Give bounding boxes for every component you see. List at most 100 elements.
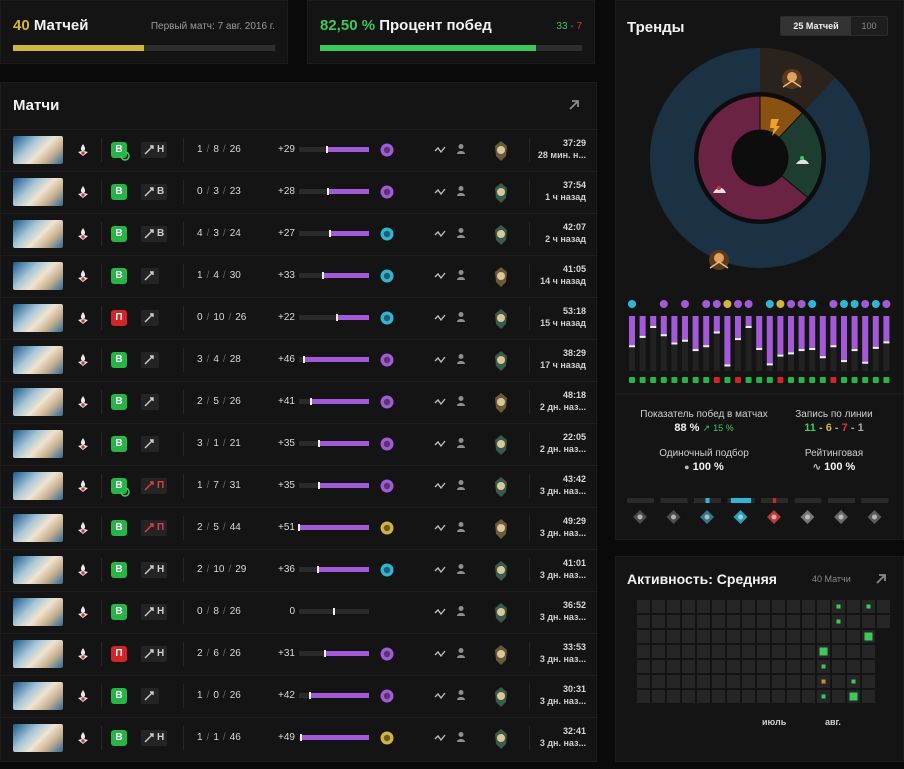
open-matches-arrow-icon[interactable] (568, 99, 580, 111)
activity-day-cell[interactable] (802, 600, 815, 613)
range-option-25[interactable]: 25 Матчей (781, 17, 851, 35)
hero-portrait[interactable] (13, 472, 63, 500)
activity-day-cell[interactable] (772, 615, 785, 628)
activity-day-cell[interactable] (787, 600, 800, 613)
hero-portrait[interactable] (13, 178, 63, 206)
activity-day-cell[interactable] (757, 615, 770, 628)
activity-day-cell[interactable] (877, 600, 890, 613)
match-row[interactable]: В 3/1/21 +35 22:05 2 дн. наз... (1, 423, 598, 465)
trend-bar[interactable] (639, 316, 646, 337)
activity-day-cell[interactable] (727, 675, 740, 688)
trend-bar[interactable] (809, 316, 816, 349)
activity-day-cell[interactable] (832, 630, 845, 643)
trend-bar[interactable] (841, 316, 847, 362)
item-icon[interactable] (489, 307, 513, 331)
activity-day-cell[interactable] (802, 630, 815, 643)
trend-bar[interactable] (671, 316, 678, 344)
activity-day-cell[interactable] (772, 675, 785, 688)
activity-day-cell[interactable] (637, 630, 650, 643)
item-icon[interactable] (489, 601, 513, 625)
match-row[interactable]: В П 2/5/44 +51 49:29 3 дн. наз... (1, 507, 598, 549)
activity-day-cell[interactable] (667, 630, 680, 643)
trend-bar[interactable] (682, 316, 688, 341)
activity-day-cell[interactable] (697, 630, 710, 643)
activity-day-cell[interactable] (667, 645, 680, 658)
activity-day-cell[interactable] (667, 660, 680, 673)
activity-day-cell[interactable] (712, 630, 725, 643)
activity-day-cell[interactable] (757, 675, 770, 688)
item-icon[interactable] (489, 433, 513, 457)
activity-day-cell[interactable] (637, 600, 650, 613)
activity-day-cell[interactable] (712, 690, 725, 703)
item-icon[interactable] (489, 643, 513, 667)
activity-day-cell[interactable] (787, 645, 800, 658)
activity-day-cell[interactable] (682, 690, 695, 703)
trend-bar[interactable] (798, 316, 805, 351)
activity-day-cell[interactable] (742, 660, 755, 673)
hero-portrait[interactable] (13, 430, 63, 458)
activity-day-cell[interactable] (787, 615, 800, 628)
activity-day-cell[interactable] (697, 660, 710, 673)
item-icon[interactable] (489, 517, 513, 541)
hero-portrait[interactable] (13, 220, 63, 248)
match-row[interactable]: В 1/0/26 +42 30:31 3 дн. наз... (1, 675, 598, 717)
trend-bar[interactable] (777, 316, 784, 356)
activity-day-cell[interactable] (652, 600, 665, 613)
hero-portrait[interactable] (13, 598, 63, 626)
item-icon[interactable] (489, 685, 513, 709)
activity-day-cell[interactable] (712, 645, 725, 658)
match-row[interactable]: В 3/4/28 +46 38:29 17 ч назад (1, 339, 598, 381)
item-icon[interactable] (489, 223, 513, 247)
trend-bar[interactable] (830, 316, 837, 347)
item-icon[interactable] (489, 391, 513, 415)
activity-day-cell[interactable] (862, 675, 875, 688)
range-option-100[interactable]: 100 (861, 21, 877, 31)
activity-day-cell[interactable] (742, 675, 755, 688)
activity-day-cell[interactable] (817, 630, 830, 643)
item-icon[interactable] (489, 559, 513, 583)
activity-day-cell[interactable] (637, 690, 650, 703)
activity-day-cell[interactable] (652, 630, 665, 643)
activity-day-cell[interactable] (697, 675, 710, 688)
activity-day-cell[interactable] (817, 615, 830, 628)
hero-portrait[interactable] (13, 304, 63, 332)
trend-bar[interactable] (851, 316, 858, 351)
activity-day-cell[interactable] (637, 615, 650, 628)
trend-bar[interactable] (692, 316, 699, 351)
match-row[interactable]: В П 1/7/31 +35 43:42 3 дн. наз... (1, 465, 598, 507)
match-row[interactable]: В Н 2/10/29 +36 41:01 3 дн. наз... (1, 549, 598, 591)
activity-day-cell[interactable] (787, 660, 800, 673)
activity-day-cell[interactable] (712, 600, 725, 613)
activity-day-cell[interactable] (832, 660, 845, 673)
activity-day-cell[interactable] (772, 600, 785, 613)
activity-day-cell[interactable] (652, 660, 665, 673)
trend-bar[interactable] (724, 316, 731, 366)
trend-bar[interactable] (703, 316, 710, 347)
activity-day-cell[interactable] (832, 675, 845, 688)
activity-day-cell[interactable] (712, 675, 725, 688)
hero-portrait[interactable] (13, 724, 63, 752)
activity-day-cell[interactable] (682, 615, 695, 628)
activity-day-cell[interactable] (682, 660, 695, 673)
activity-day-cell[interactable] (727, 645, 740, 658)
hero-portrait[interactable] (13, 556, 63, 584)
hero-portrait[interactable] (13, 640, 63, 668)
activity-day-cell[interactable] (862, 645, 875, 658)
activity-day-cell[interactable] (652, 675, 665, 688)
match-row[interactable]: В 1/4/30 +33 41:05 14 ч назад (1, 255, 598, 297)
activity-day-cell[interactable] (832, 690, 845, 703)
activity-day-cell[interactable] (847, 645, 860, 658)
trend-bar[interactable] (766, 316, 773, 365)
activity-day-cell[interactable] (742, 600, 755, 613)
trend-bar[interactable] (788, 316, 794, 354)
activity-day-cell[interactable] (727, 660, 740, 673)
match-row[interactable]: П Н 2/6/26 +31 33:53 3 дн. наз... (1, 633, 598, 675)
match-row[interactable]: П 0/10/26 +22 53:18 15 ч назад (1, 297, 598, 339)
hero-portrait[interactable] (13, 262, 63, 290)
activity-day-cell[interactable] (712, 615, 725, 628)
item-icon[interactable] (489, 349, 513, 373)
open-activity-arrow-icon[interactable] (875, 573, 887, 585)
activity-day-cell[interactable] (757, 690, 770, 703)
trend-bar[interactable] (735, 316, 741, 340)
activity-day-cell[interactable] (667, 615, 680, 628)
